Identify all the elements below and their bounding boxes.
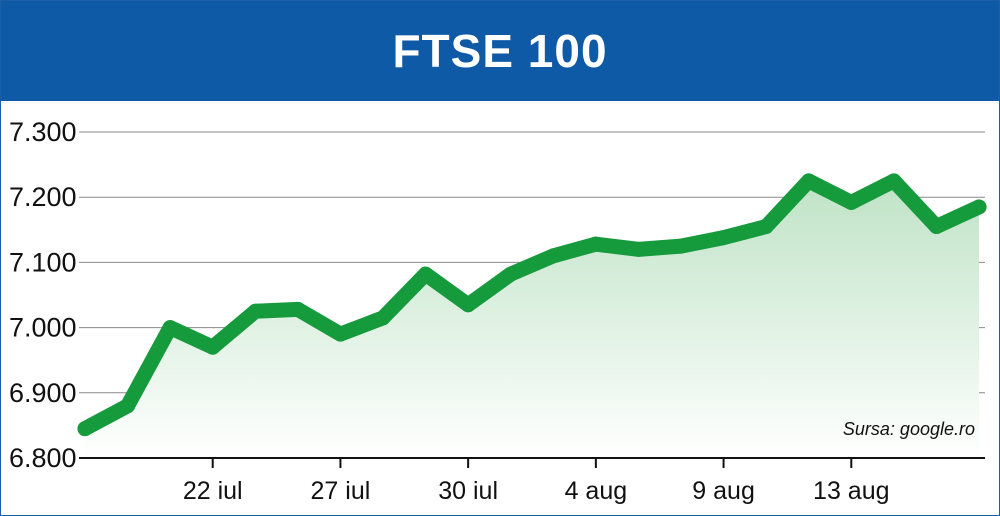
data-point	[886, 173, 902, 189]
data-point	[588, 236, 604, 252]
data-point	[758, 219, 774, 235]
data-point	[247, 303, 263, 319]
data-point	[971, 199, 987, 215]
data-point	[162, 320, 178, 336]
x-tick-label: 4 aug	[565, 477, 628, 505]
chart-title: FTSE 100	[392, 25, 608, 77]
data-point	[205, 339, 221, 355]
x-tick-label: 22 iul	[183, 477, 243, 505]
y-tick-label: 7.000	[9, 313, 77, 343]
source-note: Sursa: google.ro	[842, 419, 975, 439]
y-tick-label: 7.200	[9, 182, 77, 212]
y-tick-label: 6.800	[9, 443, 77, 473]
data-point	[630, 241, 646, 257]
data-point	[716, 230, 732, 246]
data-point	[290, 301, 306, 317]
y-tick-label: 7.300	[9, 117, 77, 147]
data-point	[120, 398, 136, 414]
data-point	[843, 194, 859, 210]
y-tick-label: 7.100	[9, 247, 77, 277]
title-bar: FTSE 100	[1, 1, 999, 101]
x-tick-label: 9 aug	[692, 477, 755, 505]
data-point	[332, 326, 348, 342]
data-point	[545, 248, 561, 264]
area-fill	[85, 180, 979, 458]
data-point	[375, 310, 391, 326]
x-tick-label: 30 iul	[438, 477, 498, 505]
data-point	[801, 173, 817, 189]
data-point	[928, 219, 944, 235]
data-point	[673, 238, 689, 254]
y-tick-label: 6.900	[9, 378, 77, 408]
data-point	[77, 421, 93, 437]
data-point	[503, 266, 519, 282]
x-tick-label: 13 aug	[813, 477, 889, 505]
series-line	[77, 173, 987, 437]
data-point	[460, 297, 476, 313]
x-tick-label: 27 iul	[311, 477, 371, 505]
data-point	[418, 266, 434, 282]
